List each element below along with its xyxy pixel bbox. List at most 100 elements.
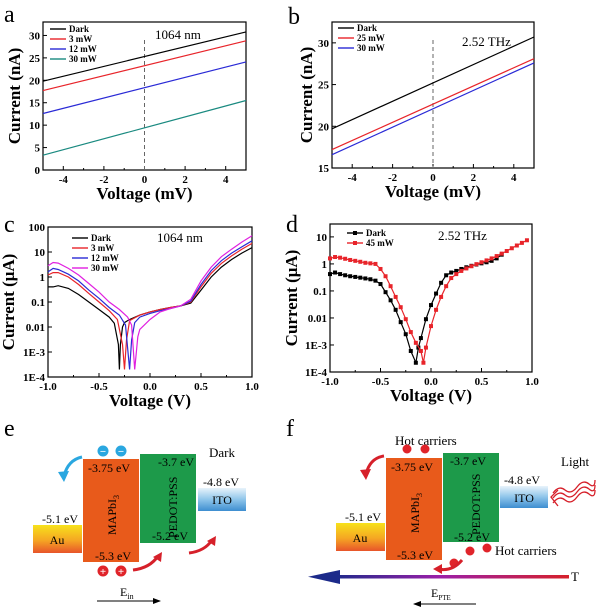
data-point (398, 320, 403, 325)
data-point (363, 276, 368, 281)
temperature-arrowhead (308, 570, 340, 584)
data-point (343, 256, 348, 261)
y-axis-label: Current (μA) (0, 254, 18, 351)
pedot-bottom-level: -5.2 eV (152, 529, 188, 543)
pedot-label: PEDOT:PSS (166, 477, 180, 538)
legend-label: 12 mW (69, 44, 97, 54)
x-tick-label: -4 (348, 172, 358, 184)
series-line-12-mw (47, 240, 253, 370)
x-axis-label: Voltage (mV) (385, 182, 481, 201)
mapbi3-bottom-level: -5.3 eV (95, 549, 131, 563)
data-point (444, 273, 449, 278)
data-point (383, 290, 388, 295)
hot-carriers-bottom-label: Hot carriers (495, 543, 557, 558)
x-tick-label: 1.0 (525, 376, 539, 388)
plot-frame (47, 226, 253, 378)
data-point (429, 324, 433, 329)
svg-text:−: − (118, 446, 124, 458)
data-point (499, 251, 504, 256)
chart-annotation: 2.52 THz (462, 34, 511, 49)
panel-label-e: e (4, 416, 15, 442)
ito-block (198, 488, 246, 511)
mapbi3-bottom-level: -5.3 eV (397, 548, 433, 562)
x-tick-label: -0.5 (372, 376, 390, 388)
series-line-30-mw (42, 99, 247, 156)
hot-carrier-icon (482, 543, 492, 553)
data-point (353, 258, 358, 263)
chart-a: -4 -2 0 2 4 0 5 10 15 20 25 30 Voltage (mV) Current (… (5, 21, 247, 203)
x-tick-label: 0.0 (143, 381, 157, 393)
legend-label: Dark (69, 24, 89, 34)
data-point (373, 278, 378, 283)
pedot-block (140, 454, 196, 543)
data-point (434, 291, 439, 296)
svg-text:+: + (118, 566, 124, 578)
y-tick-label: 25 (318, 80, 330, 92)
data-point (459, 268, 464, 273)
x-tick-label: 0.5 (194, 381, 208, 393)
data-point (383, 274, 388, 279)
legend-label: 12 mW (91, 253, 119, 263)
plot-frame (329, 223, 533, 373)
y-axis-label: Current (μA) (282, 250, 301, 347)
svg-text:+: + (100, 566, 106, 578)
y-tick-label: 1 (40, 272, 46, 284)
data-point (444, 284, 449, 289)
chart-annotation: 1064 nm (155, 27, 201, 42)
y-tick-label: 1 (322, 259, 328, 271)
data-point (408, 330, 413, 335)
hot-carrier-icon (465, 546, 475, 556)
y-tick-label: 1E-3 (305, 340, 328, 352)
ito-level: -4.8 eV (504, 473, 540, 487)
data-point (358, 275, 363, 280)
data-point (388, 284, 393, 289)
x-tick-label: 0.0 (424, 376, 438, 388)
x-tick-label: 1.0 (245, 381, 259, 393)
panel-label-b: b (288, 4, 300, 30)
legend-marker (353, 241, 357, 245)
x-tick-label: 2 (182, 174, 188, 186)
data-point (358, 259, 363, 264)
legend-label: 30 mW (357, 43, 385, 53)
y-tick-label: 25 (29, 53, 41, 65)
svg-text:MAPbI3: MAPbI3 (105, 495, 121, 535)
series-line-3-mw (47, 242, 253, 370)
legend-label: Dark (357, 23, 377, 33)
au-block (336, 523, 385, 551)
svg-text:MAPbI3: MAPbI3 (408, 493, 424, 533)
series-line-dark (329, 254, 503, 365)
data-point (449, 276, 454, 281)
x-tick-label: -4 (59, 174, 69, 186)
x-tick-label: -0.5 (90, 381, 108, 393)
series-line-dark (331, 36, 535, 130)
series-line-30-mw (47, 235, 253, 370)
data-point (333, 255, 338, 260)
chart-annotation: 2.52 THz (438, 228, 487, 243)
y-tick-label: 20 (318, 121, 330, 133)
data-point (368, 277, 373, 282)
ito-block (500, 486, 548, 508)
au-level: -5.1 eV (345, 510, 381, 524)
legend-label: 3 mW (91, 243, 114, 253)
x-axis-label: Voltage (V) (109, 391, 191, 410)
y-tick-label: 0.1 (31, 297, 45, 309)
data-point (333, 270, 338, 275)
data-point (439, 280, 444, 285)
y-tick-label: 20 (29, 75, 41, 87)
temperature-label: T (571, 569, 579, 584)
legend-label: 45 mW (366, 238, 394, 248)
y-tick-label: 1E-3 (23, 347, 46, 359)
data-point (338, 255, 343, 260)
data-point (514, 243, 519, 248)
ito-label: ITO (514, 491, 534, 505)
data-point (449, 270, 454, 275)
legend-marker (353, 231, 357, 235)
au-label: Au (50, 533, 65, 547)
panel-label-c: c (4, 212, 15, 238)
mapbi3-top-level: -3.75 eV (88, 461, 130, 475)
hot-carrier-icon (402, 444, 412, 454)
au-block (33, 525, 82, 553)
data-point (469, 264, 474, 269)
panel-label-d: d (286, 212, 298, 238)
data-point (413, 360, 418, 365)
